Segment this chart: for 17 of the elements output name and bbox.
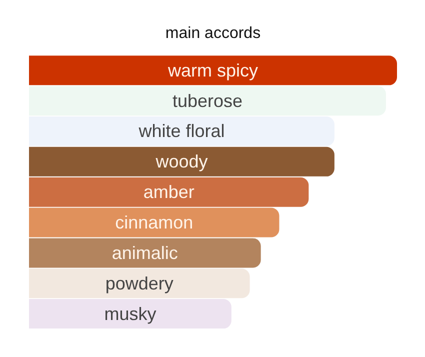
bar [29, 299, 232, 329]
y-tick-label: woody [154, 152, 208, 172]
y-tick-label: tuberose [172, 90, 243, 111]
y-tick-label: powdery [105, 273, 174, 294]
bar [29, 146, 334, 176]
bar [29, 268, 250, 298]
bar [29, 177, 309, 207]
chart-title: main accords [165, 25, 261, 42]
y-tick-label: amber [143, 182, 194, 202]
y-tick-label: cinnamon [115, 212, 194, 232]
y-tick-label: white floral [138, 121, 225, 142]
bar [29, 238, 261, 268]
bar [29, 56, 397, 86]
y-tick-label: musky [104, 304, 156, 324]
y-tick-label: animalic [112, 242, 178, 263]
y-tick-label: warm spicy [166, 60, 258, 80]
bar [29, 208, 280, 238]
